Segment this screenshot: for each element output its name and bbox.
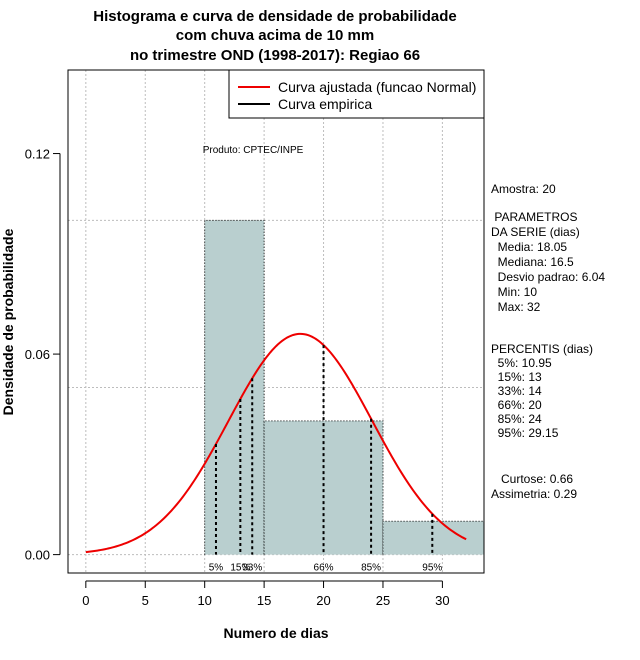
percentil-33: 33%: 14 [491, 384, 542, 398]
percentis-title: PERCENTIS (dias) [491, 342, 593, 356]
sample-size: Amostra: 20 [491, 182, 556, 196]
legend-label-fit: Curva ajustada (funcao Normal) [278, 79, 476, 95]
params-title-1: PARAMETROS [491, 210, 577, 224]
percentile-label: 85% [361, 563, 381, 574]
params-title-2: DA SERIE (dias) [491, 225, 580, 239]
histogram-bar [204, 220, 265, 555]
product-annotation: Produto: CPTEC/INPE [203, 145, 304, 156]
y-tick-label: 0.00 [25, 548, 50, 563]
percentil-15: 15%: 13 [491, 370, 542, 384]
normal-fit-curve [85, 332, 467, 554]
param-media: Media: 18.05 [491, 240, 567, 254]
percentile-label: 95% [422, 563, 442, 574]
histogram-bar-outline [263, 420, 384, 555]
histogram-bar [264, 420, 383, 555]
curve-layer [85, 332, 467, 554]
assimetria: Assimetria: 0.29 [491, 487, 577, 501]
histogram-bar [382, 521, 484, 555]
x-tick-label: 30 [435, 593, 449, 608]
histogram-bar-outline [204, 219, 265, 555]
y-axis-title: Densidade de probabilidade [0, 228, 16, 415]
param-desvio: Desvio padrao: 6.04 [491, 270, 605, 284]
y-tick-label: 0.12 [25, 147, 50, 162]
percentil-66: 66%: 20 [491, 398, 542, 412]
side-panel: Amostra: 20 PARAMETROS DA SERIE (dias) M… [491, 182, 605, 501]
percentile-layer: 5% 15%33% 66% 85% 95% [209, 345, 442, 574]
x-tick-label: 25 [376, 593, 390, 608]
chart-title-line-3: no trimestre OND (1998-2017): Regiao 66 [130, 47, 420, 64]
curtose: Curtose: 0.66 [491, 472, 573, 486]
x-tick-label: 20 [316, 593, 330, 608]
y-tick-label: 0.06 [25, 347, 50, 362]
percentil-95: 95%: 29.15 [491, 426, 559, 440]
x-tick-label: 0 [82, 593, 89, 608]
chart-title-line-2: com chuva acima de 10 mm [176, 27, 374, 44]
param-min: Min: 10 [491, 285, 537, 299]
param-max: Max: 32 [491, 300, 541, 314]
axis-layer: 0 5 10 15 20 25 30 0.00 0.06 0.12 [25, 147, 450, 608]
legend-label-empirical: Curva empirica [278, 96, 372, 112]
bars-layer [204, 219, 485, 555]
x-tick-label: 15 [257, 593, 271, 608]
legend: Curva ajustada (funcao Normal) Curva emp… [228, 69, 485, 119]
x-tick-label: 10 [197, 593, 211, 608]
percentile-label: 66% [314, 563, 334, 574]
legend-box [228, 69, 485, 119]
percentile-label: 33% [242, 563, 262, 574]
percentile-label: 15% [230, 563, 250, 574]
percentil-5: 5%: 10.95 [491, 356, 552, 370]
percentil-85: 85%: 24 [491, 412, 542, 426]
chart-title-line-1: Histograma e curva de densidade de proba… [93, 8, 456, 25]
percentile-label: 5% [209, 563, 224, 574]
x-axis-title: Numero de dias [223, 625, 328, 641]
x-tick-label: 5 [142, 593, 149, 608]
param-mediana: Mediana: 16.5 [491, 255, 574, 269]
